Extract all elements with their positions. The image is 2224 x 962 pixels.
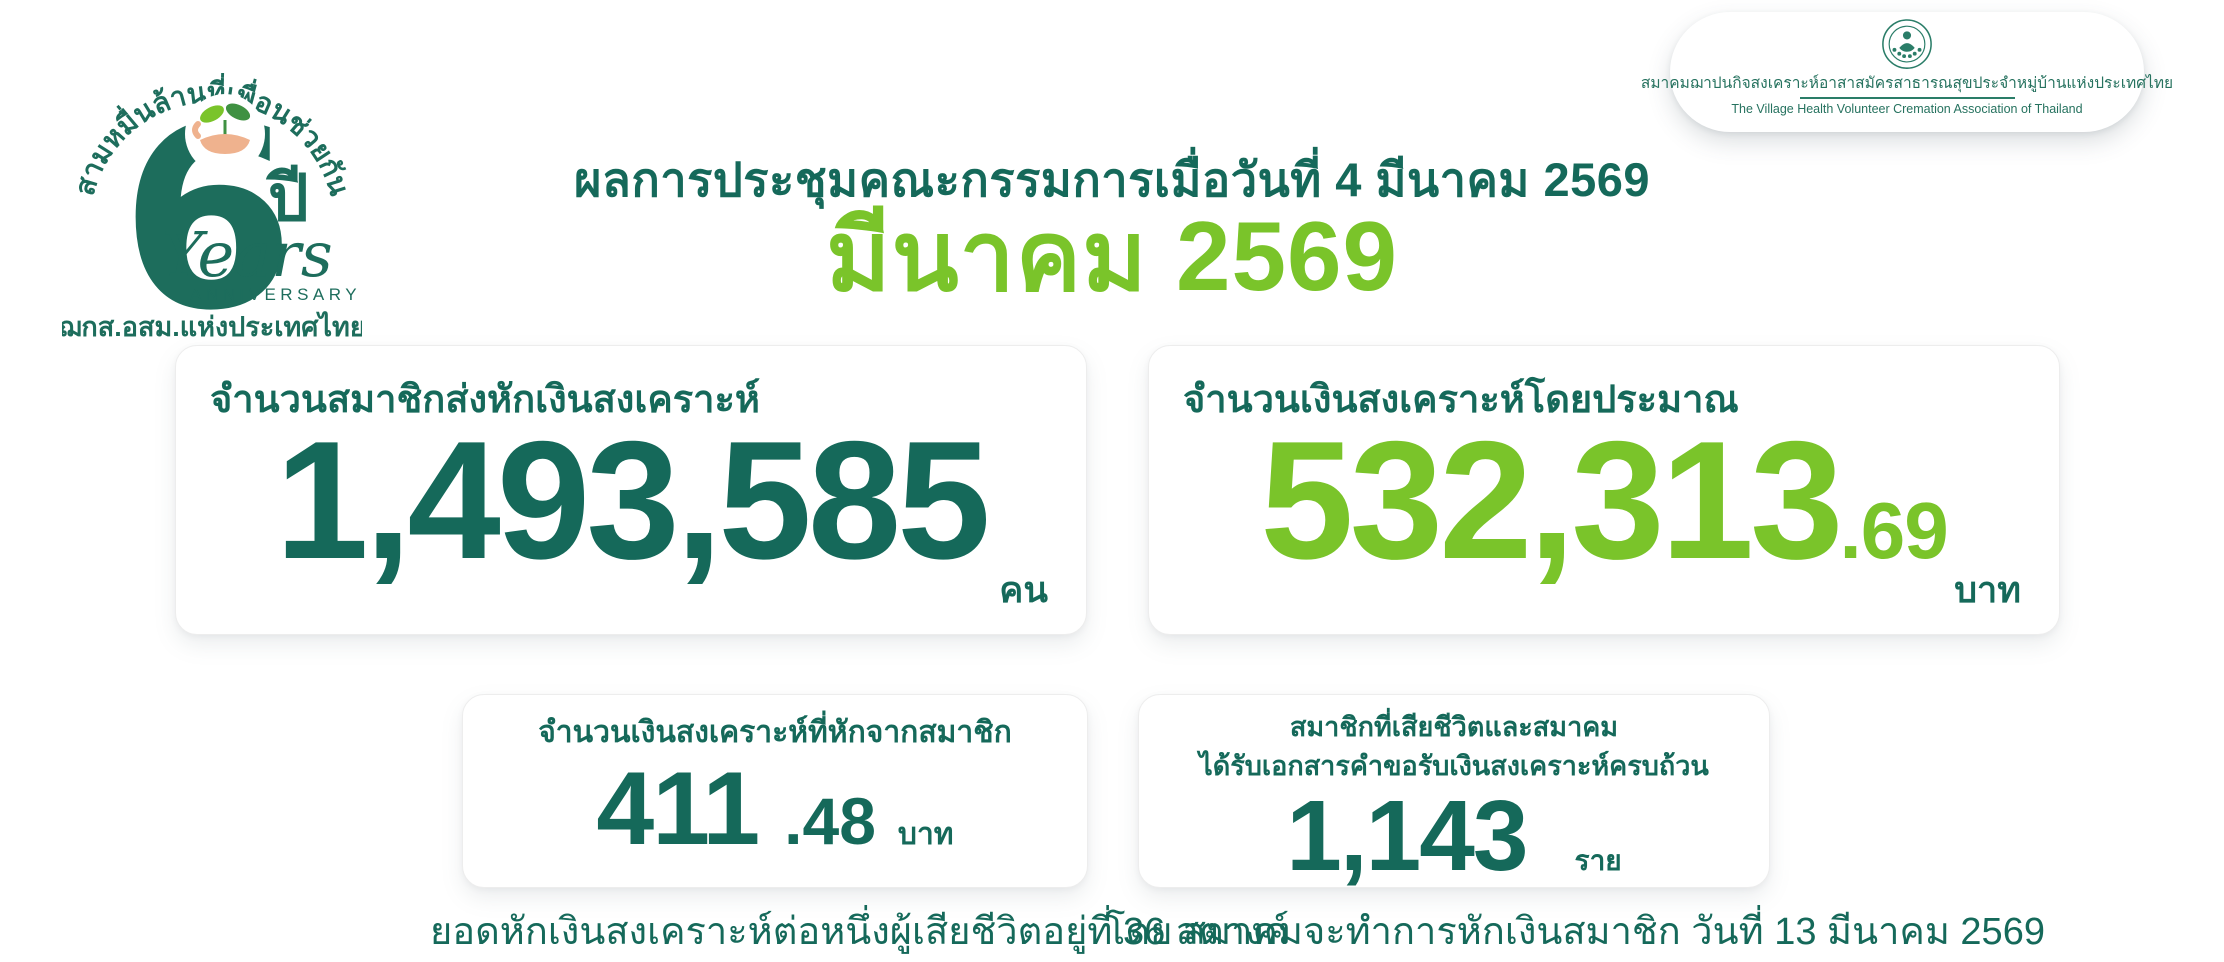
stat-label: จำนวนสมาชิกส่งหักเงินสงเคราะห์ <box>210 379 760 421</box>
footnote-deduction-rate: ยอดหักเงินสงเคราะห์ต่อหนึ่งผู้เสียชีวิตอ… <box>430 911 1290 953</box>
footnote-deduction-date: โดย สมาคมจะทำการหักเงินสมาชิก วันที่ 13 … <box>1105 911 2045 953</box>
stat-value-decimal: .69 <box>1839 486 1949 575</box>
page-title: ผลการประชุมคณะกรรมการเมื่อวันที่ 4 มีนาค… <box>573 153 1650 206</box>
stat-unit: บาท <box>1954 569 2021 610</box>
anniversary-logo: สามหมื่นล้านที่เพื่อนช่วยกัน 6 ปี Years … <box>58 24 365 366</box>
stat-card-members: จำนวนสมาชิกส่งหักเงินสงเคราะห์ 1,493,585… <box>175 345 1087 635</box>
association-name-english: The Village Health Volunteer Cremation A… <box>1731 102 2083 117</box>
stat-label: จำนวนเงินสงเคราะห์โดยประมาณ <box>1183 379 1739 421</box>
anniversary-logo-graphic: สามหมื่นล้านที่เพื่อนช่วยกัน 6 ปี Years … <box>58 72 365 366</box>
stat-value-main: 1,143 <box>1286 780 1528 893</box>
stat-label: จำนวนเงินสงเคราะห์ที่หักจากสมาชิก <box>538 716 1012 749</box>
stat-label-line2: ได้รับเอกสารคำขอรับเงินสงเคราะห์ครบถ้วน <box>1199 751 1709 782</box>
stat-unit: ราย <box>1574 845 1622 877</box>
stat-card-deduction: จำนวนเงินสงเคราะห์ที่หักจากสมาชิก 411 .4… <box>462 694 1088 888</box>
stat-value-row: 411 .48 บาท <box>463 757 1087 861</box>
stat-unit: บาท <box>897 817 954 851</box>
association-name-thai: สมาคมฌาปนกิจสงเคราะห์อาสาสมัครสาธารณสุขป… <box>1640 75 2174 92</box>
stat-value-decimal: .48 <box>784 783 876 858</box>
stat-value: 1,493,585 <box>275 406 990 594</box>
hand-holding-seedling-icon <box>185 94 265 174</box>
logo-years-script: Years <box>162 218 333 291</box>
association-seal-icon <box>1882 19 1932 69</box>
page-subtitle-month: มีนาคม 2569 <box>825 201 1399 311</box>
stat-label-line1: สมาชิกที่เสียชีวิตและสมาคม <box>1289 712 1619 742</box>
pill-divider <box>1799 97 2015 100</box>
stat-label: สมาชิกที่เสียชีวิตและสมาคม ได้รับเอกสารค… <box>1139 708 1769 786</box>
stat-card-amount: จำนวนเงินสงเคราะห์โดยประมาณ 532,313.69 บ… <box>1148 345 2060 635</box>
stat-value-row: 1,143 ราย <box>1139 786 1769 886</box>
association-banner: สมาคมฌาปนกิจสงเคราะห์อาสาสมัครสาธารณสุขป… <box>1641 12 2173 132</box>
stat-value-main: 411 <box>596 750 760 867</box>
stat-card-deceased: สมาชิกที่เสียชีวิตและสมาคม ได้รับเอกสารค… <box>1138 694 1770 888</box>
stat-value-main: 532,313 <box>1260 406 1843 594</box>
stat-unit: คน <box>999 569 1048 610</box>
logo-anniversary-text: ANNIVERSARY <box>190 285 361 304</box>
logo-year-thai: ปี <box>265 162 308 234</box>
logo-org-abbr: ฌกส.อสม.แห่งประเทศไทย <box>62 311 362 342</box>
stat-value: 532,313.69 <box>1149 408 2059 593</box>
